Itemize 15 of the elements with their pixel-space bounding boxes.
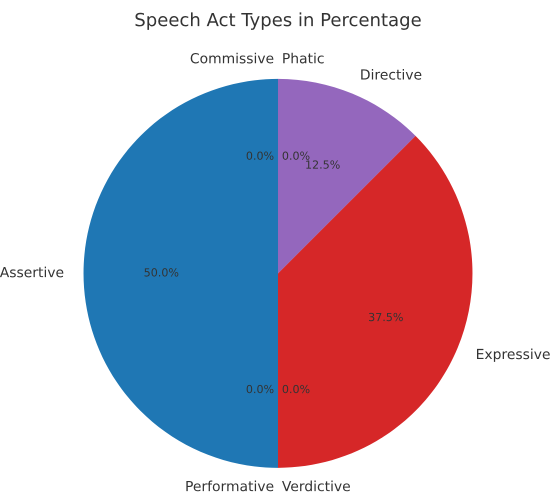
data-label: 50.0% [144,268,178,277]
slice-label: Expressive [477,348,550,362]
text: 0.0% [282,151,310,160]
text: 0.0% [282,384,310,394]
text: 0.0% [246,384,274,394]
text: 0.0% [246,151,274,160]
slice-label: Assertive [0,266,64,278]
data-label: 12.5% [306,160,340,169]
category-label: Phatic [283,52,324,64]
slice-label: Directive [361,68,422,80]
chart-title: Speech Act Types in Percentage [135,12,421,30]
category-label: Commissive [190,52,274,64]
data-label: 37.5% [369,312,403,322]
category-label: Performative [186,480,274,492]
category-label: Verdictive [282,480,350,492]
